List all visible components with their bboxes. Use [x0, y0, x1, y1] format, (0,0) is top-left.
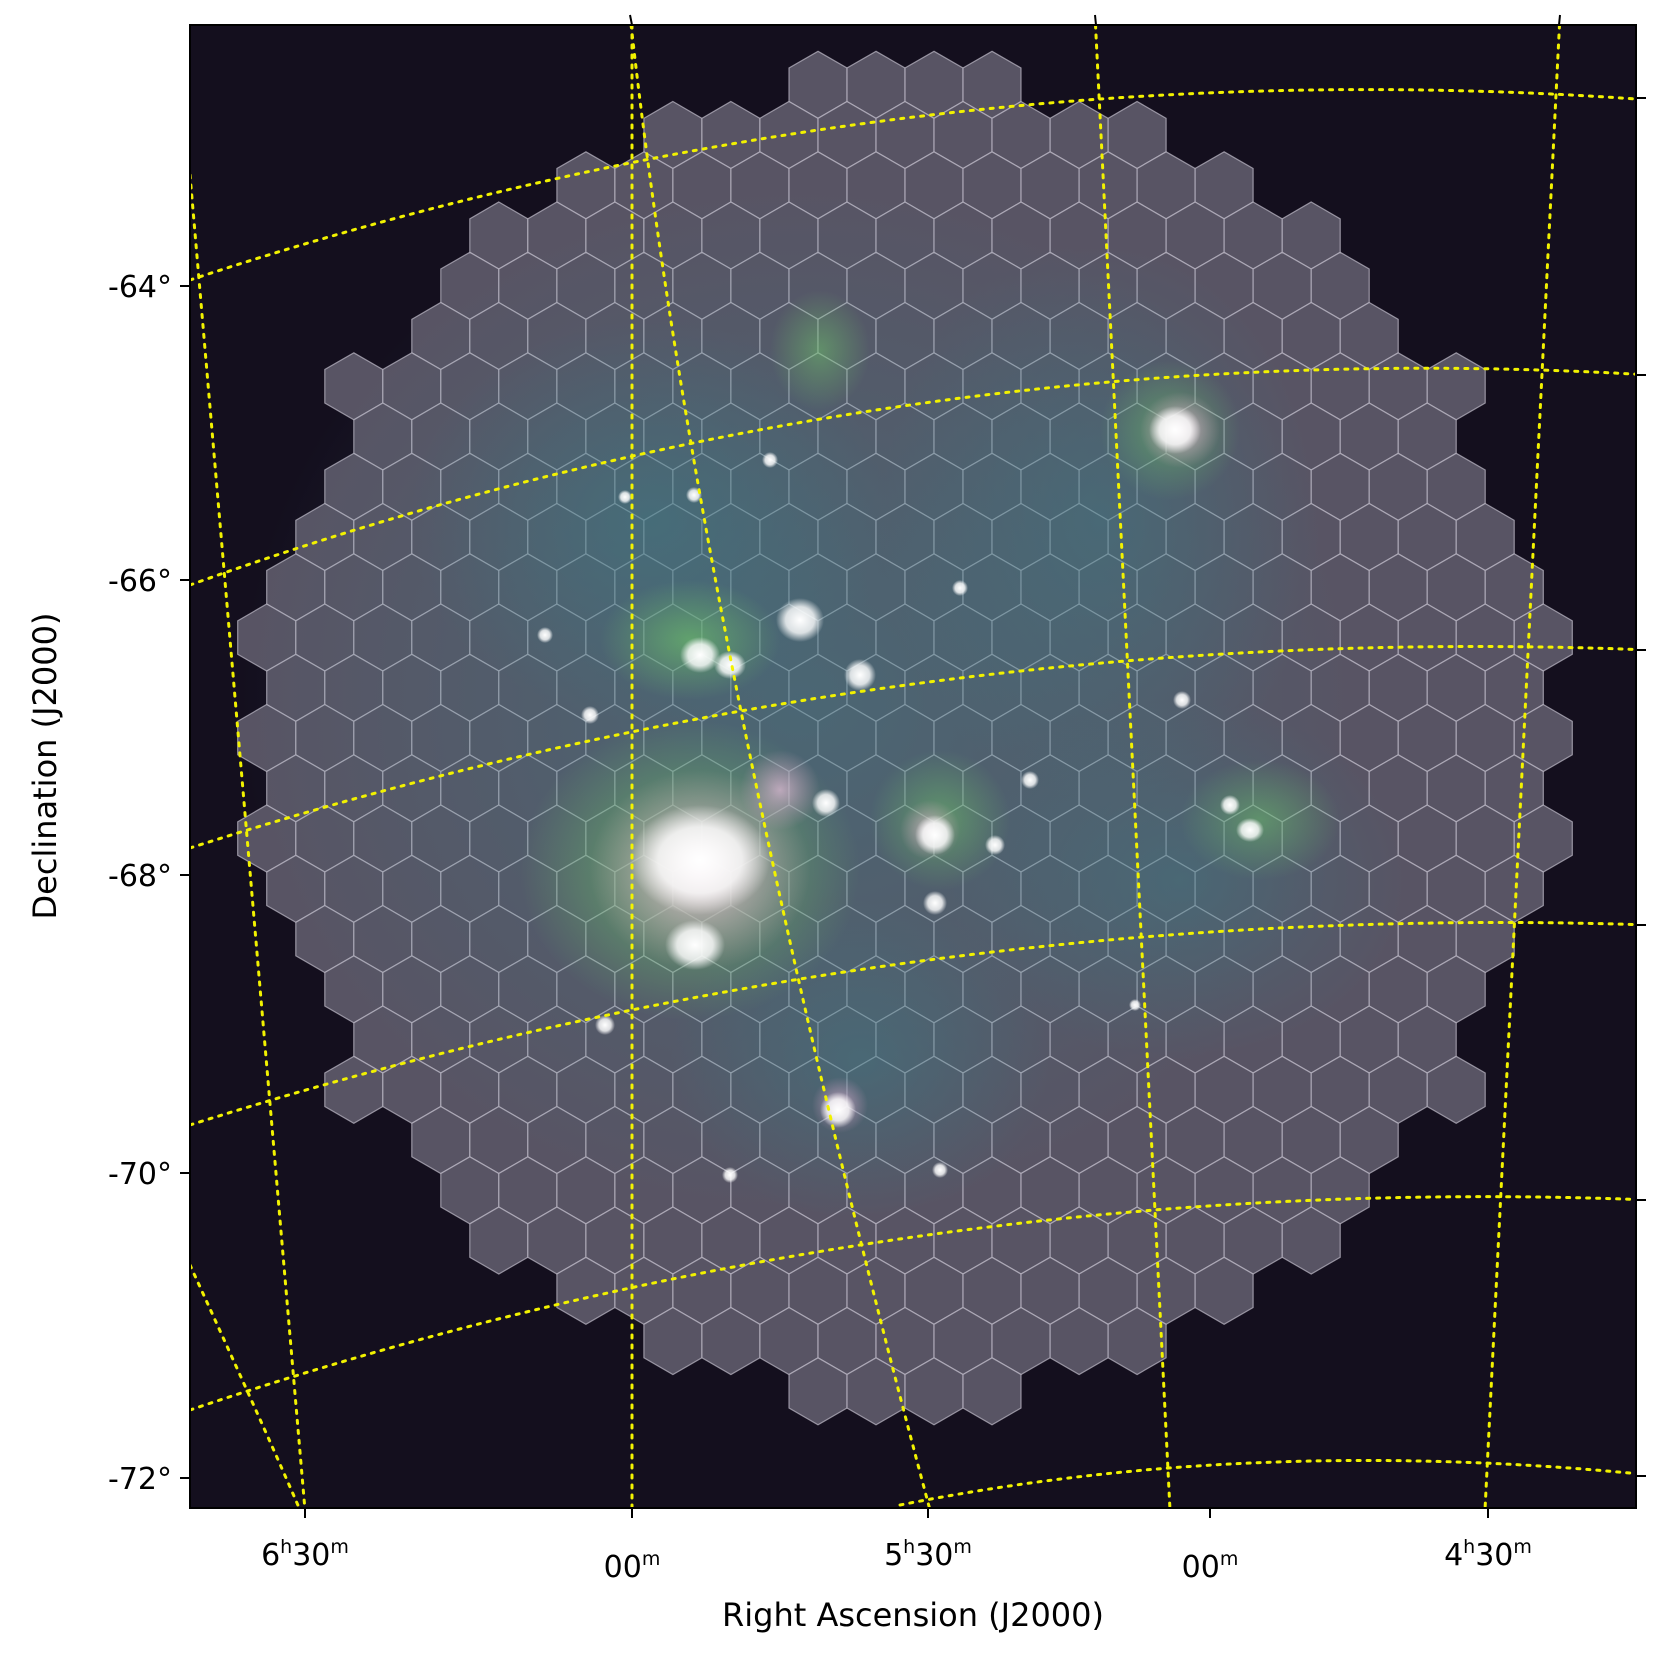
ra-line-6h30m — [190, 173, 307, 1508]
survey-tile-hexagon — [1426, 1055, 1486, 1124]
graticule — [190, 25, 1636, 1508]
dec-tick-label: -68° — [108, 859, 172, 894]
dec-tick-label: -64° — [108, 270, 172, 305]
ra-tick-label: 00m — [1182, 1548, 1239, 1585]
plot-frame — [189, 24, 1637, 1509]
dec-axis: -64° -66° -68° -70° -72° — [108, 14, 1646, 1497]
dec-line-minus71 — [190, 1195, 1636, 1412]
dec-line-minus73 — [898, 1458, 1636, 1507]
dec-line-minus63 — [190, 88, 1636, 282]
survey-tile-hexagon — [1107, 1306, 1167, 1376]
dec-line-minus67 — [190, 645, 1636, 850]
dec-tick-label: -66° — [108, 564, 172, 599]
survey-tile-hexagon — [962, 1357, 1022, 1426]
survey-tile-hexagon — [1281, 1206, 1341, 1275]
x-axis-title: Right Ascension (J2000) — [722, 1596, 1104, 1634]
ra-axis: 6h30m 00m 5h30m 00m 4h30m — [261, 1508, 1532, 1585]
dec-tick-label: -70° — [108, 1157, 172, 1192]
diffuse-emission — [240, 180, 1410, 1220]
y-axis-title: Declination (J2000) — [26, 613, 64, 920]
ra-tick-label: 00m — [604, 1548, 661, 1585]
ra-line-5h00m-lower — [190, 1263, 301, 1508]
top-tick-mark — [1094, 14, 1097, 26]
top-tick-mark — [1558, 14, 1561, 26]
ra-tick-label: 5h30m — [884, 1536, 972, 1573]
dec-tick-label: -72° — [108, 1462, 172, 1497]
dec-line-minus69 — [190, 921, 1636, 1127]
ra-line-5h00m — [1483, 25, 1562, 1508]
survey-tile-hexagon — [1194, 1256, 1254, 1325]
bright-regions — [537, 406, 1264, 1183]
top-tick-mark — [629, 14, 633, 26]
ra-tick-label: 6h30m — [261, 1536, 349, 1573]
ra-line-5h30m — [1093, 25, 1172, 1508]
dec-line-minus65 — [190, 366, 1636, 587]
ra-line-top-left — [629, 25, 932, 1508]
ra-tick-label: 4h30m — [1444, 1536, 1532, 1573]
